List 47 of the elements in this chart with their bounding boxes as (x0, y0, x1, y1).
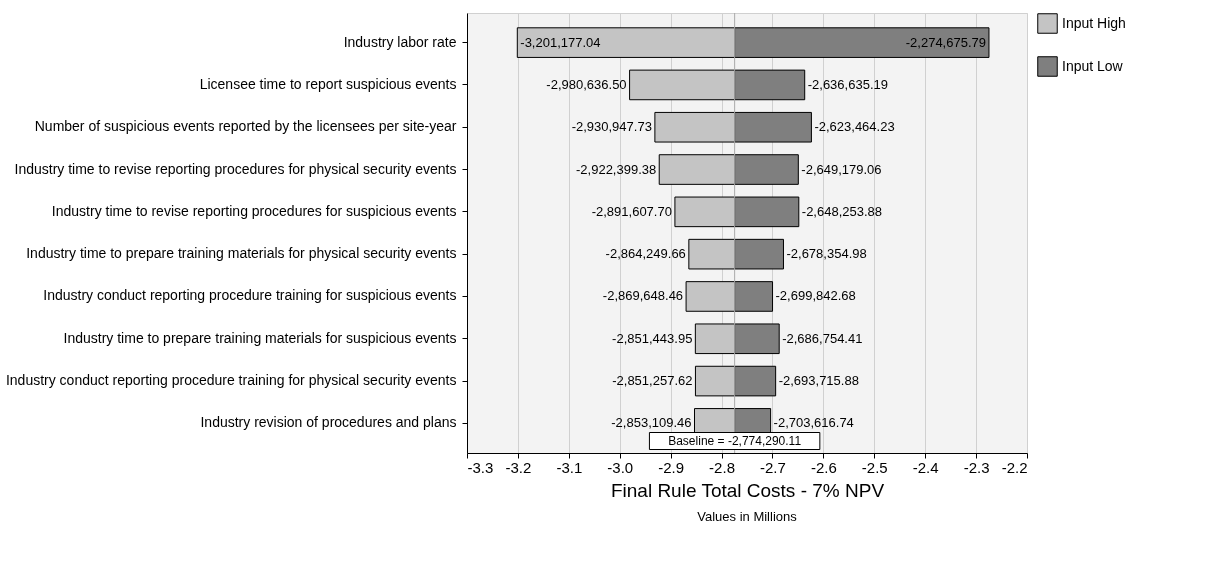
annotation: -2,891,607.70 (591, 203, 672, 219)
annotation: -3,201,177.04 (520, 34, 601, 50)
annotation: -2,864,249.66 (605, 246, 686, 262)
annotation: -2,980,636.50 (546, 76, 627, 92)
y-tick-label: Industry time to prepare training materials for suspicious events (63, 329, 457, 346)
x-tick-label: -3.1 (556, 458, 583, 476)
text: Values in Millions (697, 509, 798, 524)
y-tick-label: Industry time to prepare training materials for physical security events (26, 245, 457, 262)
annotation: -2,922,399.38 (576, 161, 657, 177)
annotation: -2,869,648.46 (602, 288, 684, 304)
annotation: -2,623,464.23 (814, 119, 895, 135)
annotation: -2,678,354.98 (786, 246, 867, 262)
x-tick-label: -2.8 (709, 458, 735, 476)
y-tick-label: Number of suspicious events reported by the licensees per site-year (34, 118, 457, 135)
annotation: -2,930,947.73 (571, 119, 652, 135)
annotation: -2,699,842.68 (775, 288, 856, 304)
x-tick-label: -2.4 (912, 458, 939, 476)
annotation: -2,703,616.74 (773, 415, 854, 431)
y-tick-label: Licensee time to report suspicious events (199, 75, 457, 92)
x-tick-label: -2.9 (658, 458, 685, 476)
ref-line-label: Baseline = -2,774,290.11 (668, 434, 802, 448)
y-tick-label: Industry time to revise reporting procedures for suspicious events (51, 202, 457, 219)
y-tick-label: Industry revision of procedures and plans (200, 414, 457, 431)
annotation: -2,853,109.46 (611, 415, 692, 431)
annotation: -2,851,443.95 (612, 330, 693, 346)
x-tick-label: -3.2 (505, 458, 532, 476)
y-tick-label: Industry conduct reporting procedure training for physical security events (5, 372, 457, 389)
x-tick-label: -2.5 (861, 458, 888, 476)
x-tick-label: -2.2 (1001, 458, 1028, 476)
x-tick-label: -2.7 (760, 458, 786, 476)
x-tick-label: -2.3 (963, 458, 990, 476)
x-tick-label: -3.3 (467, 458, 494, 476)
annotation: -2,851,257.62 (612, 373, 693, 389)
annotation: -2,636,635.19 (807, 76, 888, 92)
annotation: -2,648,253.88 (801, 203, 883, 219)
annotation: -2,693,715.88 (778, 373, 859, 389)
annotation: -2,274,675.79 (905, 34, 986, 50)
x-tick-label: -3.0 (607, 458, 634, 476)
annotation: -2,649,179.06 (801, 161, 882, 177)
x-axis-title: Final Rule Total Costs - 7% NPV (610, 479, 885, 501)
x-tick-label: -2.6 (810, 458, 837, 476)
y-tick-label: Industry time to revise reporting procedures for physical security events (14, 160, 457, 177)
annotation: -2,686,754.41 (782, 330, 863, 346)
legend-label: Input Low (1062, 57, 1124, 74)
y-tick-label: Industry labor rate (343, 33, 457, 50)
y-tick-label: Industry conduct reporting procedure training for suspicious events (43, 287, 457, 304)
legend-label: Input High (1062, 14, 1126, 31)
